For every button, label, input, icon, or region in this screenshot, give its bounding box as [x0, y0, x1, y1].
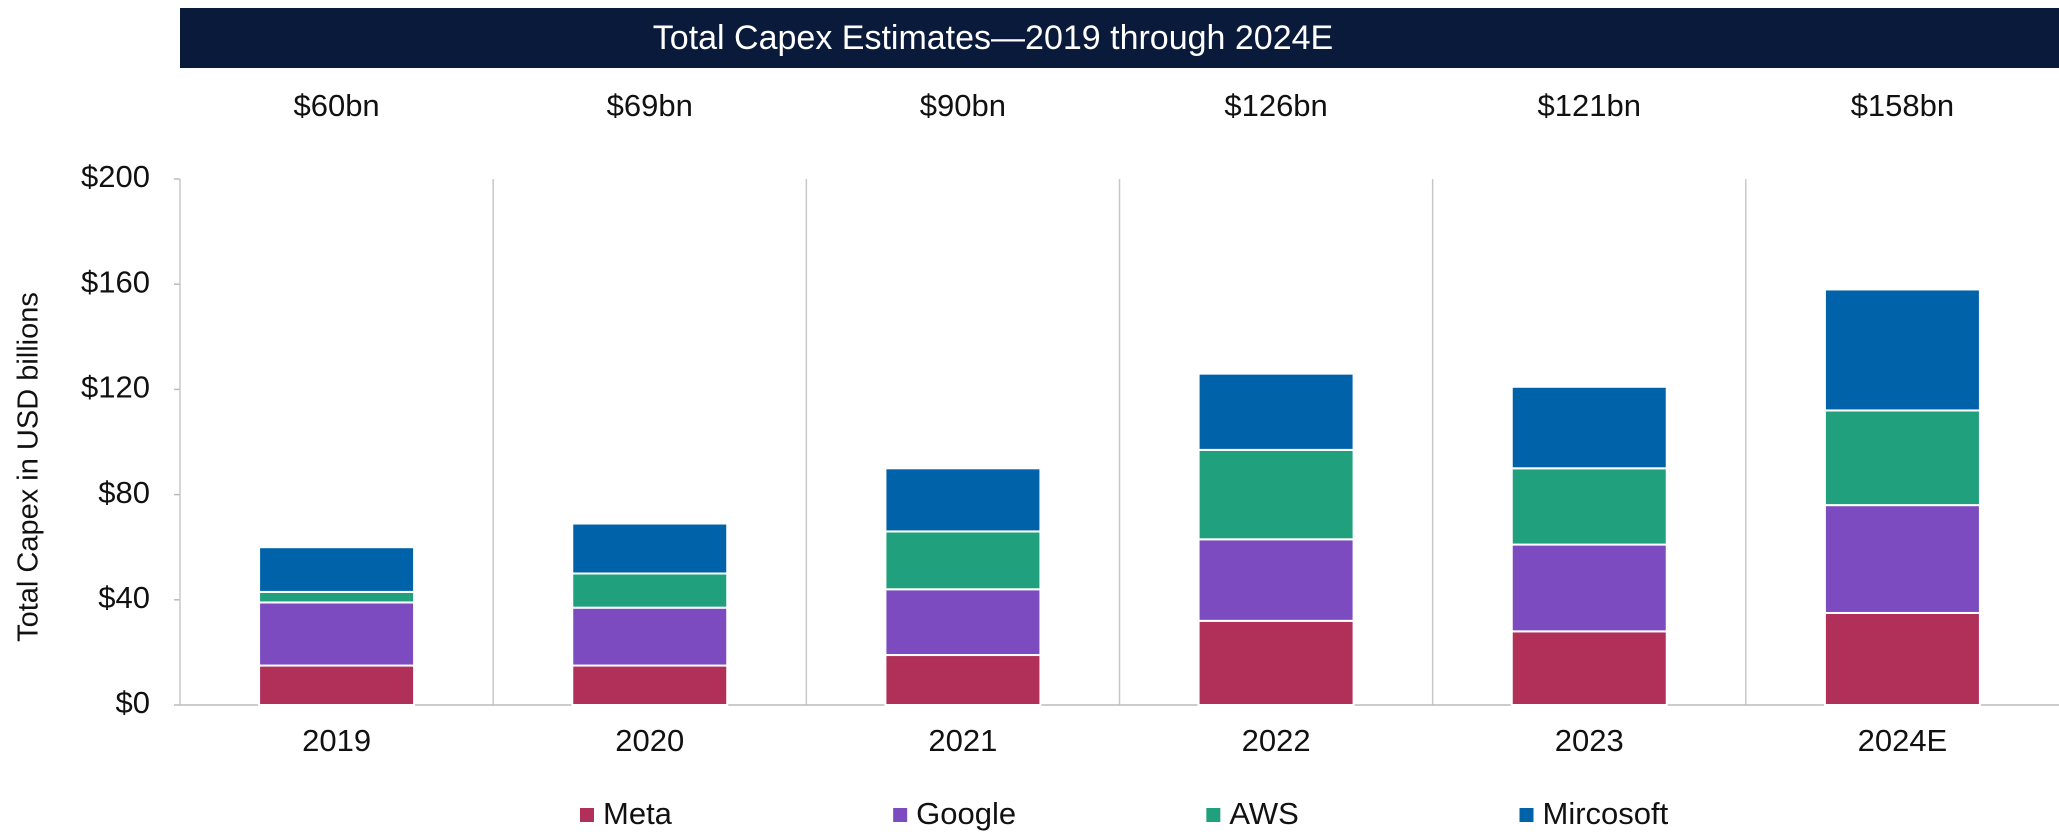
total-label: $90bn [920, 88, 1006, 123]
legend-swatch [1206, 808, 1221, 822]
legend-label: Mircosoft [1543, 796, 1669, 831]
bar-segment [571, 522, 729, 575]
bar-segment [1197, 372, 1355, 451]
bar-segment [884, 654, 1042, 707]
bar-segment [1823, 409, 1981, 507]
x-tick-label: 2024E [1858, 723, 1948, 758]
y-tick-label: $120 [81, 370, 150, 405]
title-banner [180, 8, 2059, 68]
x-tick-label: 2022 [1242, 723, 1311, 758]
x-tick-label: 2021 [928, 723, 997, 758]
bar-segment [571, 572, 729, 609]
bar-segment [258, 601, 416, 667]
bar-segment [571, 664, 729, 706]
y-tick-label: $40 [98, 580, 150, 615]
legend-swatch [1519, 808, 1534, 822]
bar-segment [1823, 504, 1981, 614]
total-label: $126bn [1224, 88, 1327, 123]
total-label: $121bn [1538, 88, 1641, 123]
bar-segment [258, 590, 416, 604]
y-tick-label: $0 [116, 685, 150, 720]
bar-segment [1510, 467, 1668, 546]
y-tick-label: $200 [81, 159, 150, 194]
x-tick-label: 2023 [1555, 723, 1624, 758]
total-label: $158bn [1851, 88, 1954, 123]
legend-label: Meta [603, 796, 673, 831]
bar-segment [1510, 385, 1668, 470]
legend-swatch [580, 808, 594, 822]
bar-segment [1197, 538, 1355, 622]
x-tick-label: 2019 [302, 723, 371, 758]
bar-segment [884, 467, 1042, 533]
chart-title: Total Capex Estimates—2019 through 2024E [653, 19, 1333, 57]
total-label: $60bn [293, 88, 379, 123]
y-tick-label: $80 [98, 475, 150, 510]
y-tick-label: $160 [81, 264, 150, 299]
bar-segment [258, 664, 416, 706]
x-tick-label: 2020 [615, 723, 684, 758]
bar-segment [1197, 448, 1355, 541]
bar-segment [884, 588, 1042, 657]
bar-segment [1197, 619, 1355, 707]
legend-label: Google [916, 796, 1016, 831]
y-axis-label: Total Capex in USD billions [13, 292, 45, 642]
bar-segment [884, 530, 1042, 591]
bar-segment [1510, 543, 1668, 633]
bar-segment [1510, 630, 1668, 706]
bar-segment [571, 606, 729, 667]
legend-label: AWS [1229, 796, 1298, 831]
total-label: $69bn [607, 88, 693, 123]
legend-swatch [893, 808, 908, 822]
bar-segment [1823, 611, 1981, 707]
bar-segment [258, 546, 416, 593]
bar-segment [1823, 288, 1981, 412]
